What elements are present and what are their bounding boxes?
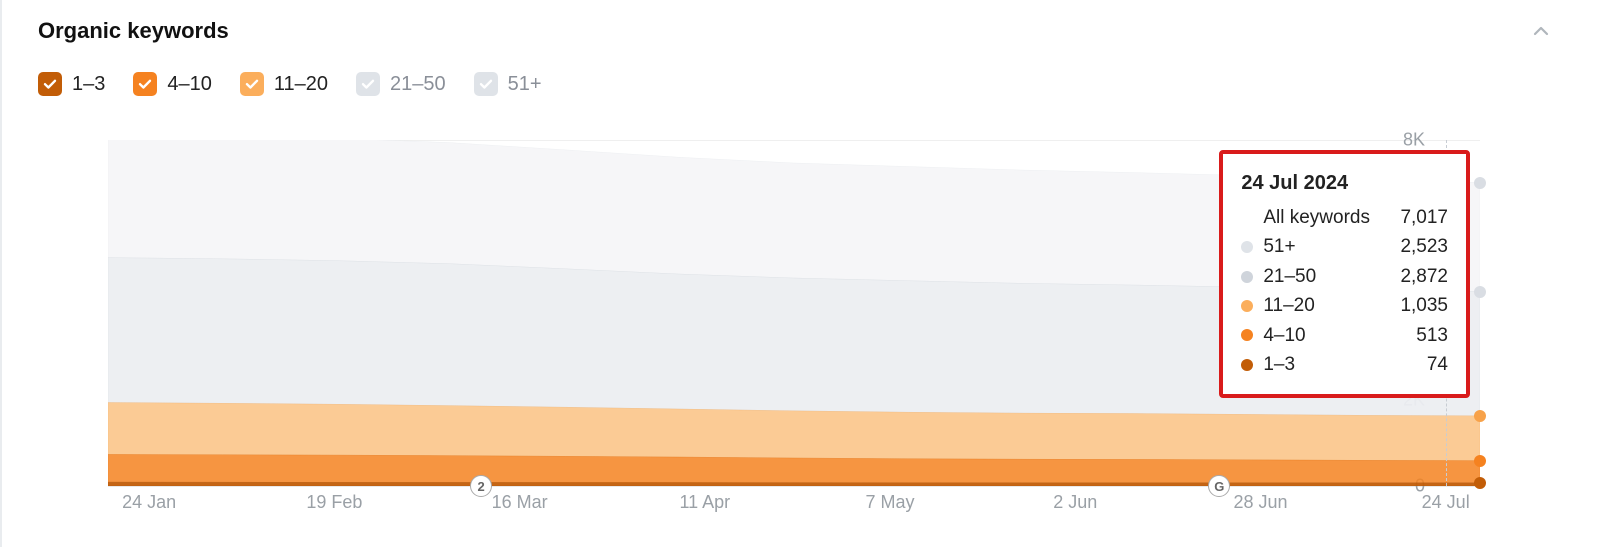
legend-label: 4–10 <box>167 73 212 96</box>
series-end-dot <box>1474 410 1486 422</box>
series-end-dot <box>1474 177 1486 189</box>
legend-item-r11_20[interactable]: 11–20 <box>240 72 328 96</box>
series-end-dot <box>1474 286 1486 298</box>
organic-keywords-panel: Organic keywords 1–34–1011–2021–5051+ 02… <box>0 0 1600 547</box>
series-r1_3 <box>108 482 1480 486</box>
legend: 1–3 4–10 11–20 21–50 51+ <box>38 72 1600 96</box>
chart-tooltip: 24 Jul 2024 All keywords7,01751+2,52321–5… <box>1219 150 1470 398</box>
tooltip-date: 24 Jul 2024 <box>1241 168 1448 199</box>
tooltip-dot-icon <box>1241 329 1253 341</box>
series-end-dot <box>1474 455 1486 467</box>
tooltip-row: 21–502,872 <box>1241 262 1448 291</box>
tooltip-dot-icon <box>1241 359 1253 371</box>
panel-title: Organic keywords <box>38 18 229 44</box>
series-end-dot <box>1474 477 1486 489</box>
legend-item-r1_3[interactable]: 1–3 <box>38 72 105 96</box>
tooltip-row: 51+2,523 <box>1241 232 1448 261</box>
legend-label: 1–3 <box>72 73 105 96</box>
tooltip-row: 1–374 <box>1241 350 1448 379</box>
x-tick-label: 19 Feb <box>306 492 362 513</box>
legend-label: 51+ <box>508 73 542 96</box>
x-tick-label: 24 Jul <box>1422 492 1470 513</box>
collapse-icon[interactable] <box>1532 22 1550 40</box>
tooltip-dot-icon <box>1241 271 1253 283</box>
legend-label: 21–50 <box>390 73 446 96</box>
x-tick-label: 24 Jan <box>122 492 176 513</box>
legend-item-r51p[interactable]: 51+ <box>474 72 542 96</box>
legend-checkbox-r11_20[interactable] <box>240 72 264 96</box>
x-axis-labels: 24 Jan 19 Feb 16 Mar 11 Apr 7 May 2 Jun 28 Jun… <box>108 492 1480 522</box>
legend-item-r4_10[interactable]: 4–10 <box>133 72 212 96</box>
legend-item-r21_50[interactable]: 21–50 <box>356 72 446 96</box>
tooltip-row: 4–10513 <box>1241 321 1448 350</box>
panel-header: Organic keywords <box>38 18 1600 44</box>
tooltip-dot-icon <box>1241 300 1253 312</box>
x-tick-label: 28 Jun <box>1233 492 1287 513</box>
legend-checkbox-r51p[interactable] <box>474 72 498 96</box>
tooltip-dot-icon <box>1241 241 1253 253</box>
legend-checkbox-r21_50[interactable] <box>356 72 380 96</box>
tooltip-row: 11–201,035 <box>1241 291 1448 320</box>
x-tick-label: 11 Apr <box>679 492 730 513</box>
tooltip-row-all: All keywords7,017 <box>1241 203 1448 232</box>
legend-checkbox-r1_3[interactable] <box>38 72 62 96</box>
x-tick-label: 2 Jun <box>1053 492 1097 513</box>
x-tick-label: 16 Mar <box>492 492 548 513</box>
legend-label: 11–20 <box>274 73 328 96</box>
legend-checkbox-r4_10[interactable] <box>133 72 157 96</box>
x-tick-label: 7 May <box>866 492 915 513</box>
